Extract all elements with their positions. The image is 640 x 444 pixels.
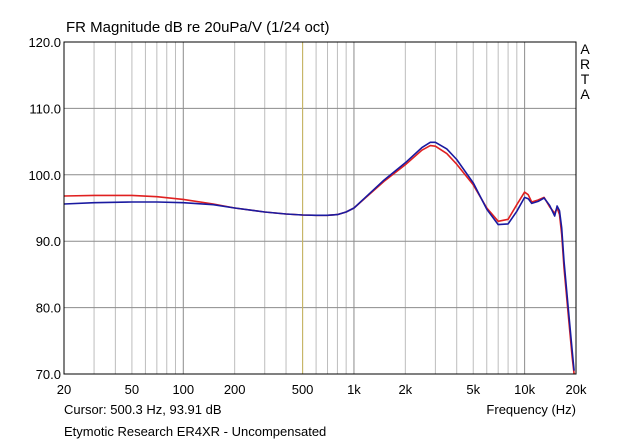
x-tick-label: 200: [224, 382, 246, 397]
series-line-2: [63, 141, 575, 371]
x-tick-label: 100: [172, 382, 194, 397]
arta-logo: A R T A: [578, 42, 592, 102]
cursor-readout: Cursor: 500.3 Hz, 93.91 dB: [64, 402, 222, 417]
x-tick-labels: 20 50 100 200 500 1k 2k 5k 10k 20k: [57, 382, 587, 397]
x-tick-label: 50: [125, 382, 139, 397]
x-tick-label: 5k: [466, 382, 480, 397]
plot-frame: [63, 41, 577, 375]
brand-letter: R: [579, 56, 591, 72]
device-label: Etymotic Research ER4XR - Uncompensated: [64, 424, 327, 439]
chart-title: FR Magnitude dB re 20uPa/V (1/24 oct): [66, 19, 330, 36]
x-tick-label: 2k: [398, 382, 412, 397]
y-tick-label: 110.0: [29, 101, 61, 116]
brand-letter: A: [580, 41, 590, 57]
brand-letter: A: [580, 86, 590, 102]
brand-letter: T: [580, 71, 590, 87]
x-axis-label: Frequency (Hz): [486, 402, 576, 417]
series-line-1: [63, 144, 575, 375]
y-tick-label: 70.0: [36, 367, 61, 382]
grid: [63, 41, 577, 375]
y-tick-labels: 120.0 110.0 100.0 90.0 80.0 70.0: [28, 35, 61, 382]
y-tick-label: 80.0: [36, 301, 61, 316]
x-tick-label: 10k: [514, 382, 535, 397]
x-tick-label: 20k: [566, 382, 587, 397]
series-layer: [63, 141, 575, 375]
y-tick-label: 90.0: [36, 234, 61, 249]
y-tick-label: 100.0: [28, 168, 61, 183]
x-tick-label: 1k: [347, 382, 361, 397]
x-tick-label: 20: [57, 382, 71, 397]
y-tick-label: 120.0: [28, 35, 61, 50]
x-tick-label: 500: [292, 382, 314, 397]
